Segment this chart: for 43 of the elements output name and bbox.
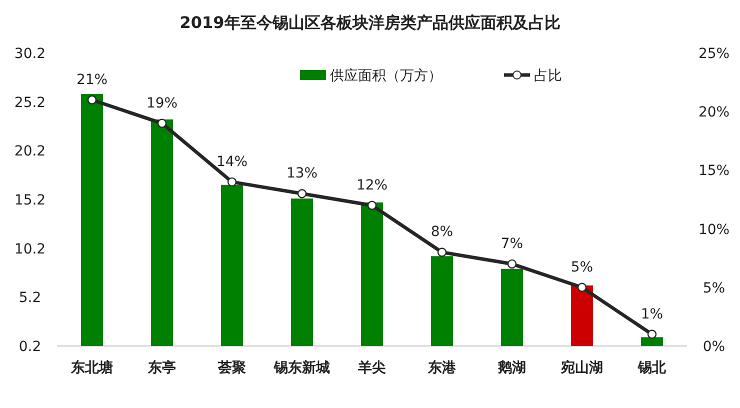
x-tick-label: 东北塘 <box>70 359 113 376</box>
x-tick-label: 东亭 <box>147 359 176 376</box>
legend-label: 供应面积（万方） <box>330 68 442 84</box>
data-label: 8% <box>430 224 454 240</box>
y-tick-label: 20.2 <box>14 144 46 160</box>
point <box>437 248 447 257</box>
point <box>507 259 517 269</box>
x-tick-label: 荟聚 <box>217 360 246 376</box>
y2-tick-label: 0% <box>702 339 726 355</box>
y-tick-label: 10.2 <box>14 241 46 258</box>
data-label: 12% <box>356 177 388 194</box>
y-tick-label: 25.2 <box>14 94 46 111</box>
x-tick-label: 宛山湖 <box>560 359 603 376</box>
point <box>297 189 307 198</box>
y-tick-label: 0.2 <box>18 339 42 355</box>
data-label: 21% <box>76 72 108 88</box>
y2-tick-label: 15% <box>698 163 730 180</box>
y-tick-label: 30.2 <box>14 46 46 62</box>
chart-title: 2019年至今锡山区各板块洋房类产品供应面积及占比 <box>180 13 560 32</box>
y-tick-label: 15.2 <box>14 192 46 208</box>
data-label: 7% <box>500 236 524 252</box>
point <box>577 282 587 292</box>
point <box>157 118 167 128</box>
x-tick-label: 锡东新城 <box>273 359 330 376</box>
point <box>227 177 237 187</box>
data-label: 1% <box>640 306 664 322</box>
legend-label: 占比 <box>534 68 562 84</box>
y2-tick-label: 10% <box>698 222 730 238</box>
x-tick-label: 锡北 <box>637 360 667 376</box>
y2-tick-label: 5% <box>702 280 726 296</box>
x-tick-label: 羊尖 <box>357 360 386 376</box>
x-tick-label: 东港 <box>427 359 457 376</box>
data-label: 19% <box>146 95 178 112</box>
y2-tick-label: 25% <box>698 46 730 62</box>
data-label: 13% <box>286 166 318 182</box>
data-label: 14% <box>216 154 248 170</box>
y-tick-label: 5.2 <box>18 290 42 306</box>
point <box>87 95 97 104</box>
data-label: 5% <box>570 259 594 276</box>
point <box>367 200 377 210</box>
x-tick-label: 鹅湖 <box>497 360 526 376</box>
y2-tick-label: 20% <box>698 104 730 121</box>
point <box>647 330 657 339</box>
